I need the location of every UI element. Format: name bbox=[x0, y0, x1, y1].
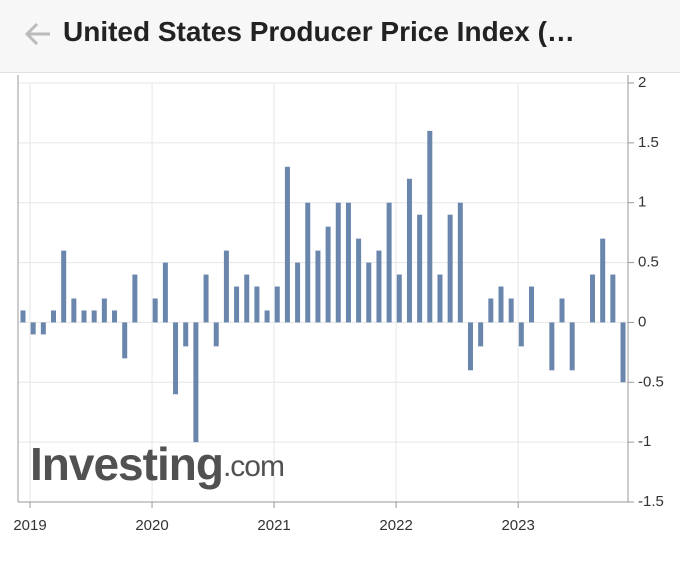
bar bbox=[315, 250, 321, 323]
bar bbox=[610, 274, 616, 323]
bar bbox=[335, 202, 341, 323]
bar bbox=[559, 298, 565, 323]
bar bbox=[498, 286, 504, 323]
bar bbox=[101, 298, 107, 323]
x-tick-label: 2022 bbox=[379, 517, 412, 534]
y-tick-label: -0.5 bbox=[638, 373, 664, 390]
bar bbox=[549, 322, 555, 371]
bar bbox=[569, 322, 575, 371]
bar bbox=[20, 310, 26, 323]
bar bbox=[234, 286, 240, 323]
bar bbox=[223, 250, 229, 323]
bar bbox=[244, 274, 250, 323]
bar bbox=[152, 298, 158, 323]
bar bbox=[467, 322, 473, 371]
y-tick-label: -1 bbox=[638, 433, 651, 450]
bar bbox=[376, 250, 382, 323]
y-tick-label: -1.5 bbox=[638, 493, 664, 510]
bar bbox=[325, 226, 331, 323]
bar bbox=[600, 238, 606, 323]
y-tick-label: 0 bbox=[638, 313, 646, 330]
bar bbox=[529, 286, 534, 323]
bar bbox=[132, 274, 138, 323]
bar bbox=[508, 298, 514, 323]
bar bbox=[122, 322, 128, 359]
bar bbox=[173, 322, 179, 395]
bar bbox=[366, 262, 372, 323]
watermark-brand: Investing bbox=[30, 438, 223, 490]
bar bbox=[396, 274, 402, 323]
bar bbox=[488, 298, 494, 323]
bar bbox=[386, 202, 392, 323]
bar bbox=[30, 322, 36, 335]
bar bbox=[213, 322, 219, 347]
bar bbox=[51, 310, 57, 323]
y-tick-label: 1 bbox=[638, 194, 646, 211]
bar bbox=[112, 310, 118, 323]
bar bbox=[518, 322, 524, 347]
bar bbox=[162, 262, 168, 323]
x-tick-label: 2019 bbox=[13, 517, 46, 534]
app-header: United States Producer Price Index (… bbox=[0, 0, 680, 73]
back-arrow[interactable] bbox=[22, 16, 62, 56]
bar bbox=[295, 262, 301, 323]
bar bbox=[193, 322, 199, 443]
bar bbox=[284, 166, 290, 323]
x-tick-label: 2020 bbox=[135, 517, 168, 534]
watermark-suffix: .com bbox=[223, 450, 284, 483]
bar bbox=[61, 250, 67, 323]
bar bbox=[264, 310, 270, 323]
bar bbox=[91, 310, 97, 323]
bar bbox=[254, 286, 260, 323]
y-tick-label: 2 bbox=[638, 74, 646, 91]
bar bbox=[478, 322, 484, 347]
bar bbox=[437, 274, 443, 323]
bar bbox=[457, 202, 463, 323]
bar bbox=[427, 130, 433, 323]
bar bbox=[81, 310, 87, 323]
bar bbox=[356, 238, 362, 323]
y-tick-label: 0.5 bbox=[638, 254, 659, 271]
watermark: Investing.com bbox=[30, 438, 284, 490]
bar bbox=[406, 178, 412, 323]
bar bbox=[447, 214, 453, 323]
x-tick-label: 2021 bbox=[257, 517, 290, 534]
bar bbox=[345, 202, 351, 323]
bar bbox=[305, 202, 311, 323]
x-tick-label: 2023 bbox=[501, 517, 534, 534]
y-tick-label: 1.5 bbox=[638, 134, 659, 151]
bar bbox=[71, 298, 77, 323]
bar bbox=[417, 214, 423, 323]
bar bbox=[203, 274, 209, 323]
bar bbox=[274, 286, 280, 323]
page-title: United States Producer Price Index (… bbox=[63, 16, 575, 47]
bar bbox=[590, 274, 596, 323]
bar bbox=[183, 322, 189, 347]
bar bbox=[620, 322, 626, 383]
bar bbox=[40, 322, 46, 335]
